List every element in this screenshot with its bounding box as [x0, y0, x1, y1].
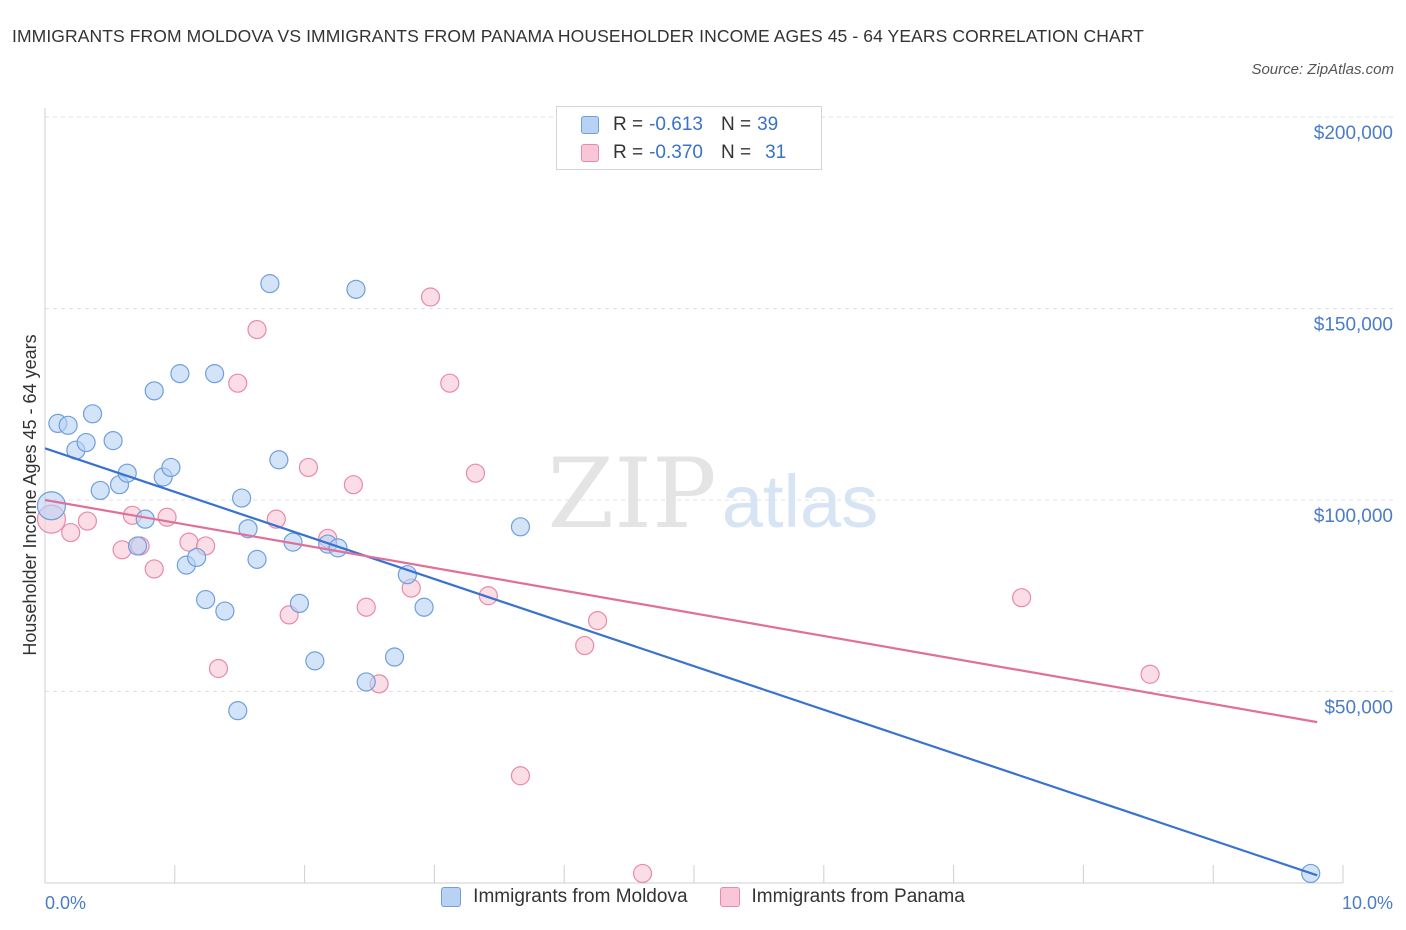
panama-point — [575, 635, 595, 656]
moldova-point — [127, 536, 148, 556]
series-legend-moldova: Immigrants from Moldova — [441, 886, 688, 908]
legend-n-value: 39 — [757, 114, 779, 135]
panama-point — [465, 463, 486, 483]
panama-point — [247, 319, 267, 340]
moldova-point — [196, 589, 216, 610]
y-tick-label: $200,000 — [1314, 123, 1393, 144]
panama-point — [478, 586, 498, 606]
y-tick-label: $100,000 — [1314, 506, 1393, 527]
moldova-trend-line — [44, 447, 1318, 877]
moldova-point — [356, 672, 376, 692]
moldova-point — [215, 601, 235, 621]
moldova-point — [397, 565, 417, 585]
panama-point — [157, 507, 177, 527]
moldova-point — [76, 432, 96, 453]
grid-lines — [45, 116, 1393, 692]
panama-point — [632, 863, 653, 884]
x-tick-label: 0.0% — [45, 893, 86, 913]
moldova-point — [247, 549, 267, 569]
legend-swatch-panama — [581, 144, 599, 162]
panama-point — [1140, 664, 1160, 684]
moldova-point — [238, 519, 258, 539]
legend-n-label: N = — [720, 142, 752, 163]
legend-n-value: 31 — [765, 142, 787, 163]
moldova-point — [187, 547, 207, 568]
legend-swatch-moldova — [581, 116, 599, 134]
panama-point — [61, 522, 81, 543]
y-tick-label: $150,000 — [1314, 315, 1393, 336]
legend-r-value: -0.370 — [649, 142, 703, 163]
moldova-point — [82, 404, 103, 424]
panama-point — [343, 475, 363, 495]
series-legend: Immigrants from Moldova Immigrants from … — [0, 886, 1406, 908]
moldova-point — [414, 597, 434, 617]
panama-trend-line — [44, 498, 1318, 724]
data-points — [36, 274, 1321, 884]
panama-point — [587, 611, 608, 631]
moldova-point — [90, 480, 110, 501]
series-swatch-moldova — [441, 887, 462, 907]
panama-point — [228, 373, 248, 393]
series-label-moldova: Immigrants from Moldova — [473, 886, 688, 907]
chart-title: IMMIGRANTS FROM MOLDOVA VS IMMIGRANTS FR… — [12, 26, 1144, 46]
moldova-point — [260, 274, 280, 294]
watermark-zip: ZIP — [547, 438, 716, 550]
series-label-panama: Immigrants from Panama — [751, 886, 965, 907]
moldova-point — [232, 488, 252, 508]
x-tick-label: 10.0% — [1342, 893, 1393, 913]
moldova-point — [58, 415, 78, 435]
moldova-point — [103, 431, 123, 451]
y-tick-label: $50,000 — [1324, 698, 1393, 719]
watermark: ZIP atlas — [547, 438, 878, 550]
moldova-point — [346, 279, 366, 299]
panama-point — [440, 373, 460, 393]
watermark-atlas: atlas — [722, 460, 878, 543]
trend-lines — [44, 447, 1318, 877]
panama-point — [208, 658, 229, 679]
moldova-point — [510, 517, 531, 537]
moldova-point — [205, 364, 225, 384]
panama-point — [420, 287, 441, 307]
moldova-point — [228, 701, 248, 721]
legend-n-label: N = — [720, 114, 752, 135]
legend-r-label: R = — [613, 142, 644, 163]
series-legend-panama: Immigrants from Panama — [719, 886, 965, 908]
moldova-point — [144, 381, 164, 401]
axis-labels: $50,000 $100,000 $150,000 $200,000 0.0% 10.0%… — [20, 123, 1393, 913]
legend-r-value: -0.613 — [649, 114, 703, 135]
moldova-point — [36, 491, 67, 521]
panama-point — [144, 559, 164, 579]
moldova-point — [289, 593, 310, 614]
source-label: Source: ZipAtlas.com — [1251, 61, 1394, 78]
moldova-point — [384, 647, 405, 667]
moldova-point — [269, 450, 289, 470]
moldova-point — [170, 364, 190, 384]
moldova-point — [161, 457, 181, 478]
moldova-point — [305, 651, 325, 671]
legend-row-panama: R = -0.370 N = 31 — [581, 139, 786, 167]
panama-point — [298, 457, 319, 478]
panama-point — [1011, 588, 1032, 608]
legend-row-moldova: R = -0.613 N = 39 — [581, 111, 778, 139]
y-axis-title: Householder Income Ages 45 - 64 years — [20, 334, 40, 655]
legend-r-label: R = — [613, 114, 644, 135]
correlation-legend: R = -0.613 N = 39 R = -0.370 N = 31 — [556, 106, 822, 170]
panama-point — [77, 511, 98, 531]
series-swatch-panama — [719, 887, 740, 907]
panama-point — [510, 766, 531, 786]
panama-point — [356, 597, 376, 617]
